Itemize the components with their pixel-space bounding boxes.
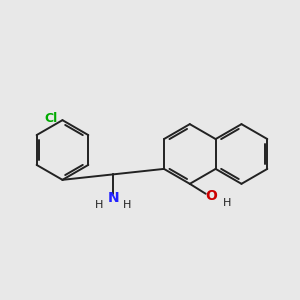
Text: H: H — [223, 197, 231, 208]
Text: O: O — [206, 189, 218, 203]
Text: N: N — [107, 191, 119, 205]
Text: H: H — [123, 200, 131, 210]
Text: Cl: Cl — [45, 112, 58, 125]
Text: H: H — [95, 200, 103, 210]
